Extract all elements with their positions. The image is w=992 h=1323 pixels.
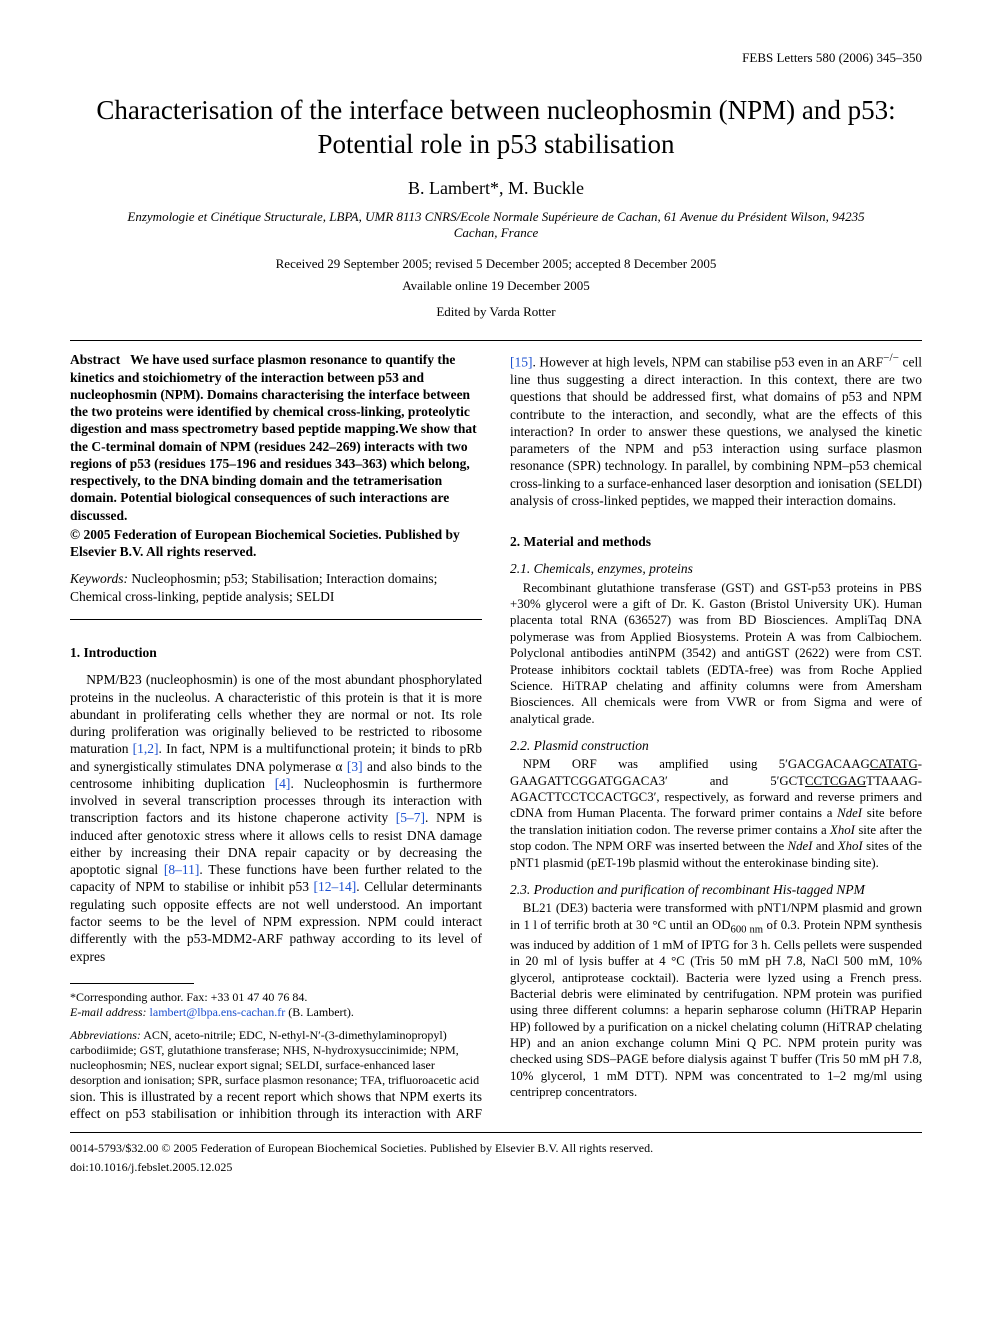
- ref-1-2[interactable]: [1,2]: [133, 741, 159, 756]
- journal-header: FEBS Letters 580 (2006) 345–350: [70, 50, 922, 66]
- abstract-label: Abstract: [70, 352, 120, 367]
- intro-text-2b: . However at high levels, NPM can stabil…: [533, 355, 884, 370]
- arf-superscript: −/−: [883, 352, 899, 364]
- ref-8-11[interactable]: [8–11]: [164, 862, 200, 877]
- doi: doi:10.1016/j.febslet.2005.12.025: [70, 1160, 922, 1175]
- dates-received: Received 29 September 2005; revised 5 De…: [70, 256, 922, 272]
- abbrev-label: Abbreviations:: [70, 1028, 141, 1042]
- email-link[interactable]: lambert@lbpa.ens-cachan.fr: [150, 1005, 286, 1019]
- email-label: E-mail address:: [70, 1005, 147, 1019]
- abstract-rule: [70, 619, 482, 620]
- keywords-label: Keywords:: [70, 571, 128, 586]
- introduction-heading: 1. Introduction: [70, 644, 482, 661]
- m23-body: BL21 (DE3) bacteria were transformed wit…: [510, 900, 922, 1100]
- authors: B. Lambert*, M. Buckle: [70, 178, 922, 199]
- m22-text-a: NPM ORF was amplified using 5′GACGACAAG: [523, 757, 870, 771]
- dates-online: Available online 19 December 2005: [70, 278, 922, 294]
- footnotes-block: *Corresponding author. Fax: +33 01 47 40…: [70, 990, 482, 1088]
- affiliation: Enzymologie et Cinétique Structurale, LB…: [110, 209, 882, 243]
- primer-2: CCTCGAG: [805, 774, 866, 788]
- abstract-copyright: © 2005 Federation of European Biochemica…: [70, 526, 482, 561]
- xhoi-2: XhoI: [838, 839, 863, 853]
- abstract-block: Abstract We have used surface plasmon re…: [70, 351, 482, 620]
- ref-15[interactable]: [15]: [510, 355, 533, 370]
- bottom-rule: [70, 1132, 922, 1133]
- methods-heading: 2. Material and methods: [510, 533, 922, 550]
- ndei-2: NdeI: [788, 839, 813, 853]
- editor-line: Edited by Varda Rotter: [70, 304, 922, 320]
- intro-text-2c: cell line thus suggesting a direct inter…: [510, 355, 922, 508]
- m23-heading: 2.3. Production and purification of reco…: [510, 881, 922, 898]
- keywords-block: Keywords: Nucleophosmin; p53; Stabilisat…: [70, 570, 482, 605]
- m22-body: NPM ORF was amplified using 5′GACGACAAGC…: [510, 756, 922, 871]
- article-title: Characterisation of the interface betwee…: [90, 94, 902, 162]
- m23-text-b: of 0.3. Protein NPM synthesis was induce…: [510, 918, 922, 1100]
- ref-12-14[interactable]: [12–14]: [314, 879, 357, 894]
- m22-heading: 2.2. Plasmid construction: [510, 737, 922, 754]
- ref-3[interactable]: [3]: [347, 759, 363, 774]
- m22-text-f: and: [812, 839, 837, 853]
- intro-paragraph: NPM/B23 (nucleophosmin) is one of the mo…: [70, 671, 482, 965]
- ndei-1: NdeI: [837, 806, 862, 820]
- abstract-body: We have used surface plasmon resonance t…: [70, 352, 477, 522]
- corresponding-footnote: *Corresponding author. Fax: +33 01 47 40…: [70, 990, 482, 1005]
- ref-4[interactable]: [4]: [275, 776, 291, 791]
- primer-1: CATATG: [870, 757, 918, 771]
- footnote-separator: [70, 983, 194, 984]
- intro-text-2a: sion. This is illustrated by a recent re…: [70, 1089, 482, 1121]
- xhoi-1: XhoI: [830, 823, 855, 837]
- od-subscript: 600 nm: [731, 924, 764, 935]
- email-tail: (B. Lambert).: [285, 1005, 354, 1019]
- ref-5-7[interactable]: [5–7]: [396, 810, 425, 825]
- header-rule: [70, 340, 922, 341]
- m21-body: Recombinant glutathione transferase (GST…: [510, 580, 922, 727]
- m21-heading: 2.1. Chemicals, enzymes, proteins: [510, 560, 922, 577]
- bottom-copyright: 0014-5793/$32.00 © 2005 Federation of Eu…: [70, 1141, 922, 1156]
